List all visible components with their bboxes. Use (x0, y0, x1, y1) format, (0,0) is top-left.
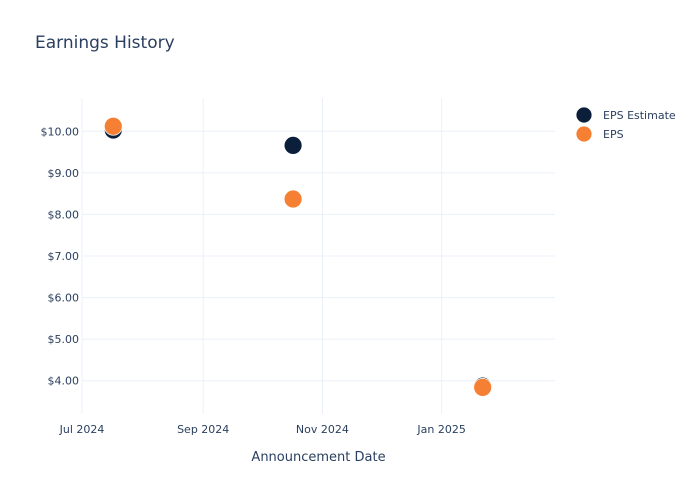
x-tick-label: Sep 2024 (177, 423, 229, 436)
y-tick-label: $9.00 (48, 167, 80, 180)
eps-estimate-point[interactable] (283, 135, 303, 155)
legend-eps-estimate-label[interactable]: EPS Estimate (603, 109, 676, 122)
eps-point[interactable] (473, 377, 493, 397)
legend-eps-marker[interactable] (575, 125, 593, 143)
y-tick-label: $6.00 (48, 292, 80, 305)
x-tick-label: Jul 2024 (59, 423, 105, 436)
axes: $4.00 $5.00 $6.00 $7.00 $8.00 $9.00 $10.00 Jul … (41, 125, 466, 436)
legend-eps-label[interactable]: EPS (603, 128, 624, 141)
legend: EPS Estimate EPS (575, 106, 676, 143)
y-tick-label: $8.00 (48, 208, 80, 221)
x-axis-title: Announcement Date (251, 450, 385, 465)
x-tick-label: Jan 2025 (416, 423, 465, 436)
grid (81, 98, 555, 414)
eps-point[interactable] (103, 116, 123, 136)
x-tick-label: Nov 2024 (296, 423, 349, 436)
chart-title: Earnings History (35, 33, 175, 53)
y-tick-label: $10.00 (41, 125, 80, 138)
y-tick-label: $7.00 (48, 250, 80, 263)
y-tick-label: $4.00 (48, 375, 80, 388)
y-tick-label: $5.00 (48, 333, 80, 346)
legend-eps-estimate-marker[interactable] (575, 106, 593, 124)
data-points (103, 116, 493, 397)
eps-point[interactable] (283, 189, 303, 209)
